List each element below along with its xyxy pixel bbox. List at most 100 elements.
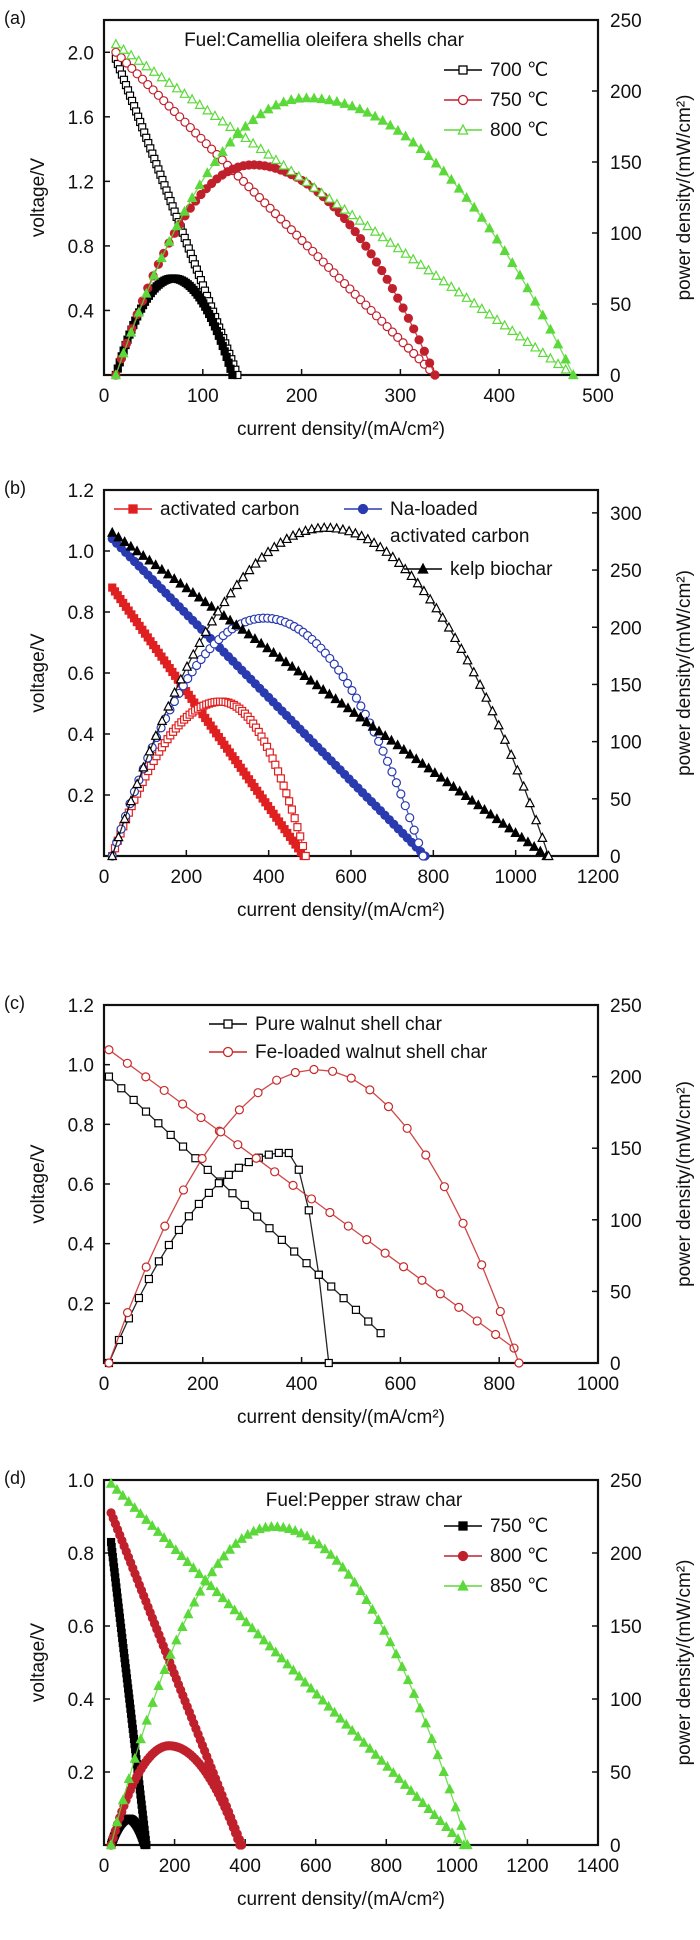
- voltage-point: [308, 181, 320, 192]
- power-point: [351, 693, 362, 703]
- legend: 750 ℃ 800 ℃ 850 ℃: [444, 1516, 548, 1597]
- power-point: [371, 257, 382, 267]
- power-point: [286, 94, 297, 104]
- power-point: [105, 1839, 117, 1850]
- power-point: [444, 1783, 455, 1794]
- voltage-point: [510, 827, 521, 838]
- power-point: [512, 764, 523, 775]
- y-tick-label: 0.8: [68, 237, 94, 258]
- voltage-point: [302, 1259, 311, 1268]
- voltage-point: [317, 1694, 328, 1705]
- power-point: [118, 347, 129, 358]
- x-tick-label: 200: [170, 867, 202, 888]
- voltage-point: [491, 1329, 501, 1340]
- power-point: [390, 1648, 402, 1659]
- power-point: [123, 1773, 135, 1784]
- legend-label: 750 ℃: [490, 90, 548, 111]
- power-point: [398, 303, 408, 313]
- power-point: [414, 1702, 426, 1713]
- voltage-point: [148, 65, 160, 76]
- voltage-point: [398, 1262, 409, 1272]
- voltage-point: [351, 1305, 361, 1314]
- legend-label: 700 ℃: [490, 60, 548, 81]
- voltage-point: [499, 319, 510, 330]
- y-tick-label: 0.2: [68, 786, 94, 807]
- power-point: [379, 1624, 390, 1635]
- power-point: [324, 94, 335, 105]
- power-point: [392, 124, 404, 135]
- voltage-point: [305, 674, 316, 685]
- voltage-point: [288, 1180, 298, 1190]
- voltage-point: [169, 106, 179, 117]
- power-point: [377, 265, 387, 276]
- y2-tick-label: 150: [610, 1617, 642, 1638]
- voltage-point: [308, 246, 318, 256]
- power-point: [338, 671, 348, 682]
- voltage-point: [137, 74, 148, 84]
- power-point: [383, 1102, 394, 1112]
- power-point: [196, 189, 206, 200]
- voltage-point: [369, 225, 381, 236]
- power-point: [141, 1714, 152, 1725]
- voltage-point: [252, 1628, 264, 1639]
- power-point: [289, 1524, 301, 1535]
- voltage-point: [297, 235, 307, 246]
- voltage-point: [362, 220, 373, 231]
- y2-tick-label: 100: [610, 1690, 642, 1711]
- voltage-point: [385, 236, 396, 247]
- voltage-point: [223, 1598, 234, 1609]
- voltage-point: [476, 303, 488, 313]
- voltage-point: [306, 1194, 317, 1204]
- voltage-point: [159, 1085, 169, 1096]
- power-point: [420, 1717, 432, 1728]
- power-point: [164, 1240, 173, 1250]
- power-point: [188, 648, 199, 659]
- power-point: [403, 313, 413, 323]
- voltage-point: [127, 63, 137, 74]
- power-point: [274, 1148, 283, 1158]
- voltage-point: [224, 614, 236, 625]
- power-point: [140, 1840, 149, 1850]
- voltage-point: [417, 1797, 428, 1807]
- power-point: [506, 749, 517, 759]
- series-3: [107, 521, 554, 861]
- voltage-point: [235, 1610, 246, 1621]
- power-point: [171, 1634, 182, 1645]
- power-point: [560, 353, 571, 364]
- power-point: [144, 1274, 154, 1284]
- power-point: [165, 1648, 176, 1659]
- voltage-point: [152, 1526, 164, 1536]
- legend-label: Fe-loaded walnut shell char: [255, 1042, 488, 1063]
- voltage-point: [324, 262, 334, 273]
- power-point: [418, 585, 430, 596]
- y-tick-label: 0.8: [68, 1115, 94, 1136]
- x-tick-label: 1000: [436, 1856, 478, 1877]
- voltage-point: [318, 257, 328, 267]
- voltage-point: [166, 1130, 175, 1140]
- power-point: [206, 1566, 218, 1577]
- y2-tick-label: 150: [610, 675, 642, 696]
- power-point: [194, 179, 205, 190]
- power-point: [237, 571, 249, 582]
- voltage-point: [435, 1815, 446, 1826]
- legend-marker: [222, 1046, 234, 1058]
- legend-marker: [457, 94, 469, 106]
- power-point: [175, 673, 186, 684]
- x-tick-label: 1000: [495, 867, 537, 888]
- power-point: [382, 756, 393, 766]
- power-point: [381, 546, 392, 556]
- voltage-point: [341, 1718, 352, 1729]
- voltage-point: [504, 822, 515, 833]
- voltage-point: [346, 1724, 358, 1735]
- panel-label: (b): [4, 478, 26, 498]
- voltage-point: [367, 720, 379, 731]
- power-point: [415, 143, 427, 154]
- power-point: [362, 106, 373, 117]
- voltage-point: [202, 104, 213, 115]
- power-point: [264, 1150, 273, 1159]
- y2-tick-label: 50: [610, 1763, 631, 1784]
- voltage-point: [233, 1140, 243, 1150]
- power-point: [325, 522, 336, 532]
- voltage-point: [255, 637, 267, 648]
- series-3: [105, 1477, 473, 1850]
